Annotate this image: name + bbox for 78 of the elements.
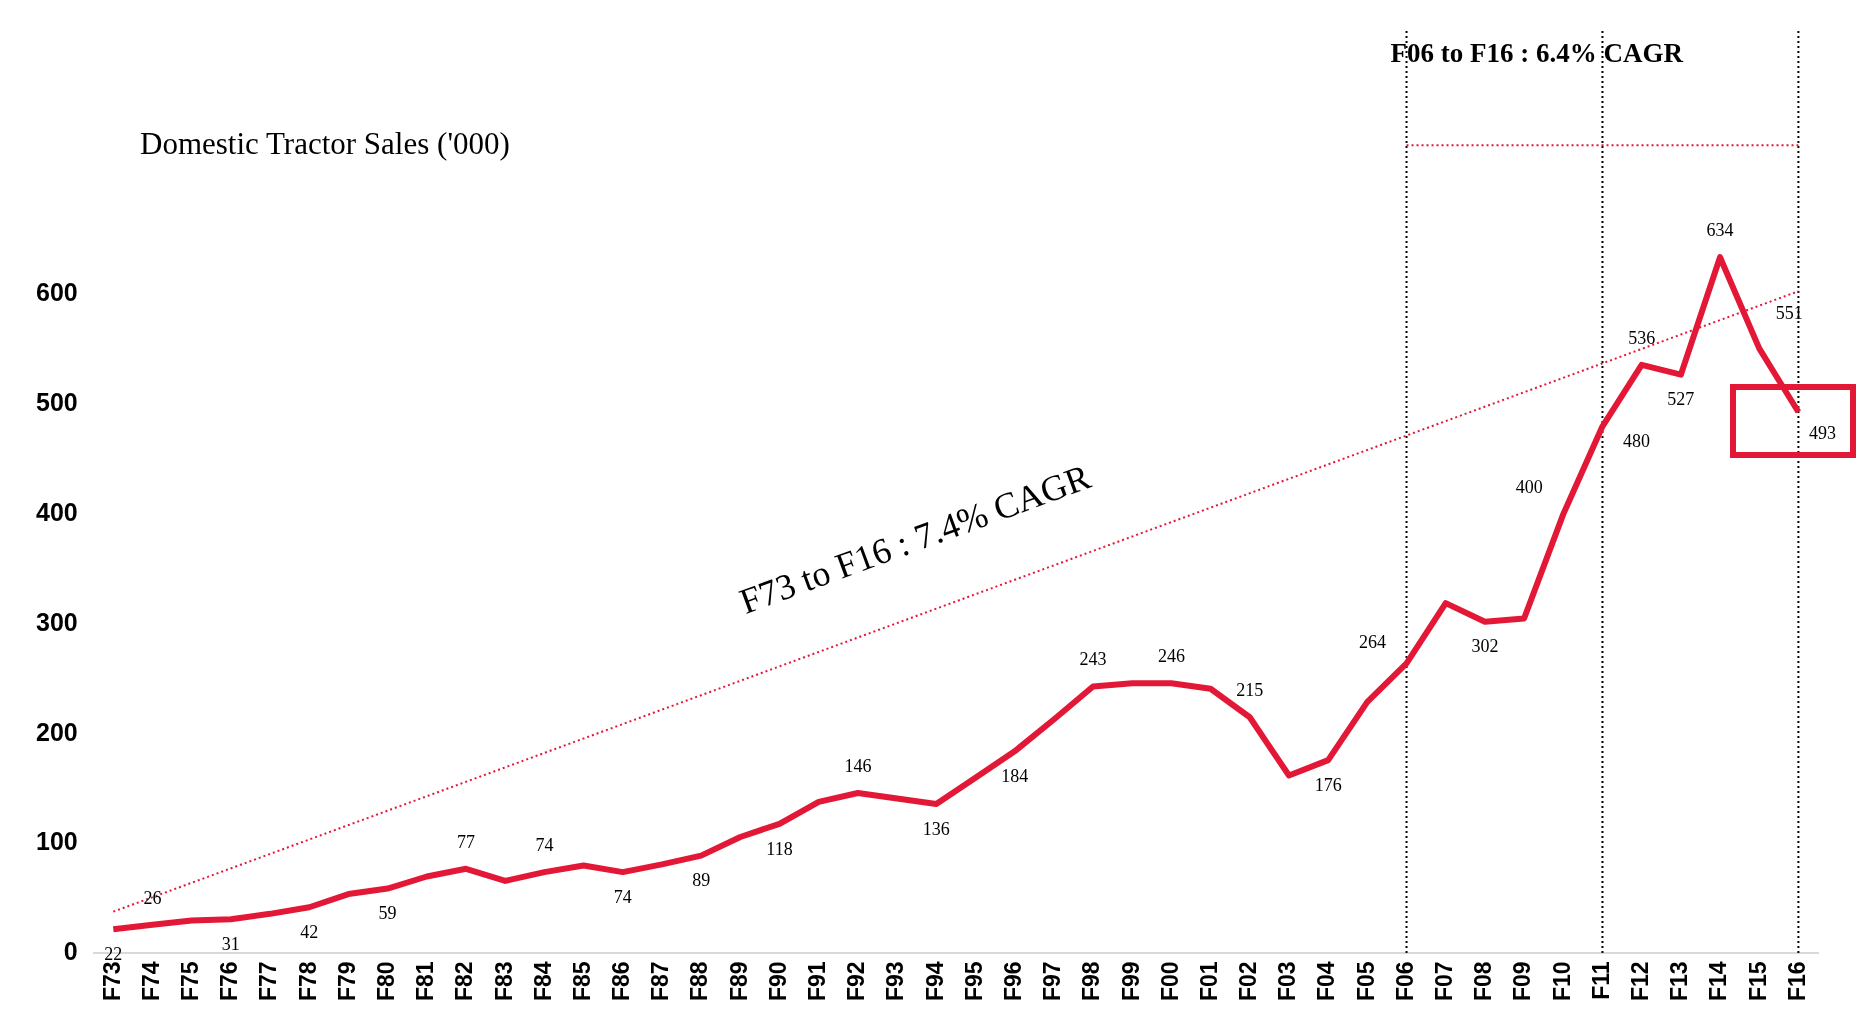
x-tick-label: F99	[1117, 961, 1144, 1002]
data-label: 176	[1314, 774, 1342, 795]
data-label: 302	[1471, 636, 1499, 657]
data-label: 184	[1001, 766, 1029, 787]
data-label: 74	[613, 886, 632, 907]
text: Domestic Tractor Sales ('000)	[140, 126, 510, 162]
x-tick-label: F85	[568, 961, 595, 1002]
data-label: 42	[300, 921, 319, 942]
y-tick-label: 500	[35, 388, 78, 417]
x-tick-label: F00	[1156, 961, 1183, 1002]
y-tick-label: 100	[35, 827, 78, 856]
data-label: 26	[143, 887, 162, 908]
x-tick-label: F80	[372, 961, 399, 1002]
x-tick-label: F81	[412, 961, 439, 1002]
x-tick-label: F74	[137, 961, 164, 1002]
x-tick-label: F05	[1352, 961, 1379, 1002]
x-tick-label: F82	[451, 961, 478, 1002]
data-label: 215	[1236, 680, 1264, 701]
x-tick-label: F04	[1313, 961, 1340, 1002]
y-tick-label: 200	[35, 717, 78, 746]
x-tick-label: F92	[843, 961, 870, 1002]
data-label: 634	[1706, 219, 1734, 240]
data-label: 493	[1808, 422, 1836, 443]
data-label: 536	[1628, 327, 1656, 348]
x-tick-label: F83	[490, 961, 517, 1002]
y-tick-label: 600	[35, 278, 78, 307]
x-tick-label: F01	[1195, 961, 1222, 1002]
x-tick-label: F86	[608, 961, 635, 1002]
data-label: 527	[1667, 389, 1695, 410]
annotation: F73 to F16 : 7.4% CAGR	[734, 456, 1096, 622]
x-tick-label: F84	[529, 961, 556, 1002]
data-label: 400	[1515, 476, 1543, 497]
x-tick-label: F13	[1666, 961, 1693, 1002]
y-tick-label: 0	[63, 937, 78, 966]
data-label: 136	[922, 818, 950, 839]
data-label: 118	[766, 838, 793, 859]
x-tick-label: F79	[333, 961, 360, 1002]
x-tick-label: F95	[960, 961, 987, 1002]
x-tick-label: F90	[764, 961, 791, 1002]
data-label: 77	[457, 831, 475, 852]
x-tick-label: F75	[177, 961, 204, 1002]
data-label: 89	[692, 870, 711, 891]
y-tick-label: 400	[35, 498, 78, 527]
data-label: 264	[1359, 632, 1387, 653]
x-tick-label: F08	[1470, 961, 1497, 1002]
x-tick-label: F89	[725, 961, 752, 1002]
x-tick-label: F97	[1039, 961, 1066, 1002]
x-tick-label: F12	[1627, 961, 1653, 1002]
data-label: 243	[1079, 649, 1107, 670]
x-tick-label: F07	[1431, 961, 1458, 1002]
x-tick-label: F88	[686, 961, 713, 1002]
x-tick-label: F02	[1235, 961, 1262, 1002]
annotation: F06 to F16 : 6.4% CAGR	[1390, 37, 1684, 68]
data-label: 146	[844, 755, 872, 776]
x-tick-label: F93	[882, 961, 909, 1002]
x-tick-label: F96	[999, 961, 1026, 1002]
x-tick-label: F78	[294, 961, 321, 1002]
x-tick-label: F94	[921, 961, 948, 1002]
data-label: 59	[378, 903, 397, 924]
data-label: 31	[221, 934, 240, 955]
x-tick-label: F91	[804, 961, 831, 1002]
x-tick-label: F11	[1587, 961, 1614, 1000]
x-tick-label: F76	[216, 961, 243, 1002]
x-tick-label: F16	[1783, 961, 1810, 1002]
x-tick-label: F14	[1705, 961, 1732, 1002]
x-tick-label: F98	[1078, 961, 1105, 1002]
x-tick-label: F77	[255, 961, 282, 1002]
x-tick-label: F15	[1744, 961, 1771, 1002]
data-label: 74	[535, 834, 554, 855]
data-label: 246	[1157, 645, 1185, 666]
x-tick-label: F09	[1509, 961, 1536, 1002]
data-label: 480	[1622, 431, 1650, 452]
x-tick-label: F10	[1548, 961, 1575, 1002]
x-tick-label: F06	[1391, 961, 1418, 1002]
y-tick-label: 300	[35, 607, 78, 636]
x-tick-label: F03	[1274, 961, 1301, 1002]
x-tick-label: F87	[647, 961, 674, 1002]
x-tick-label: F73	[98, 961, 125, 1002]
